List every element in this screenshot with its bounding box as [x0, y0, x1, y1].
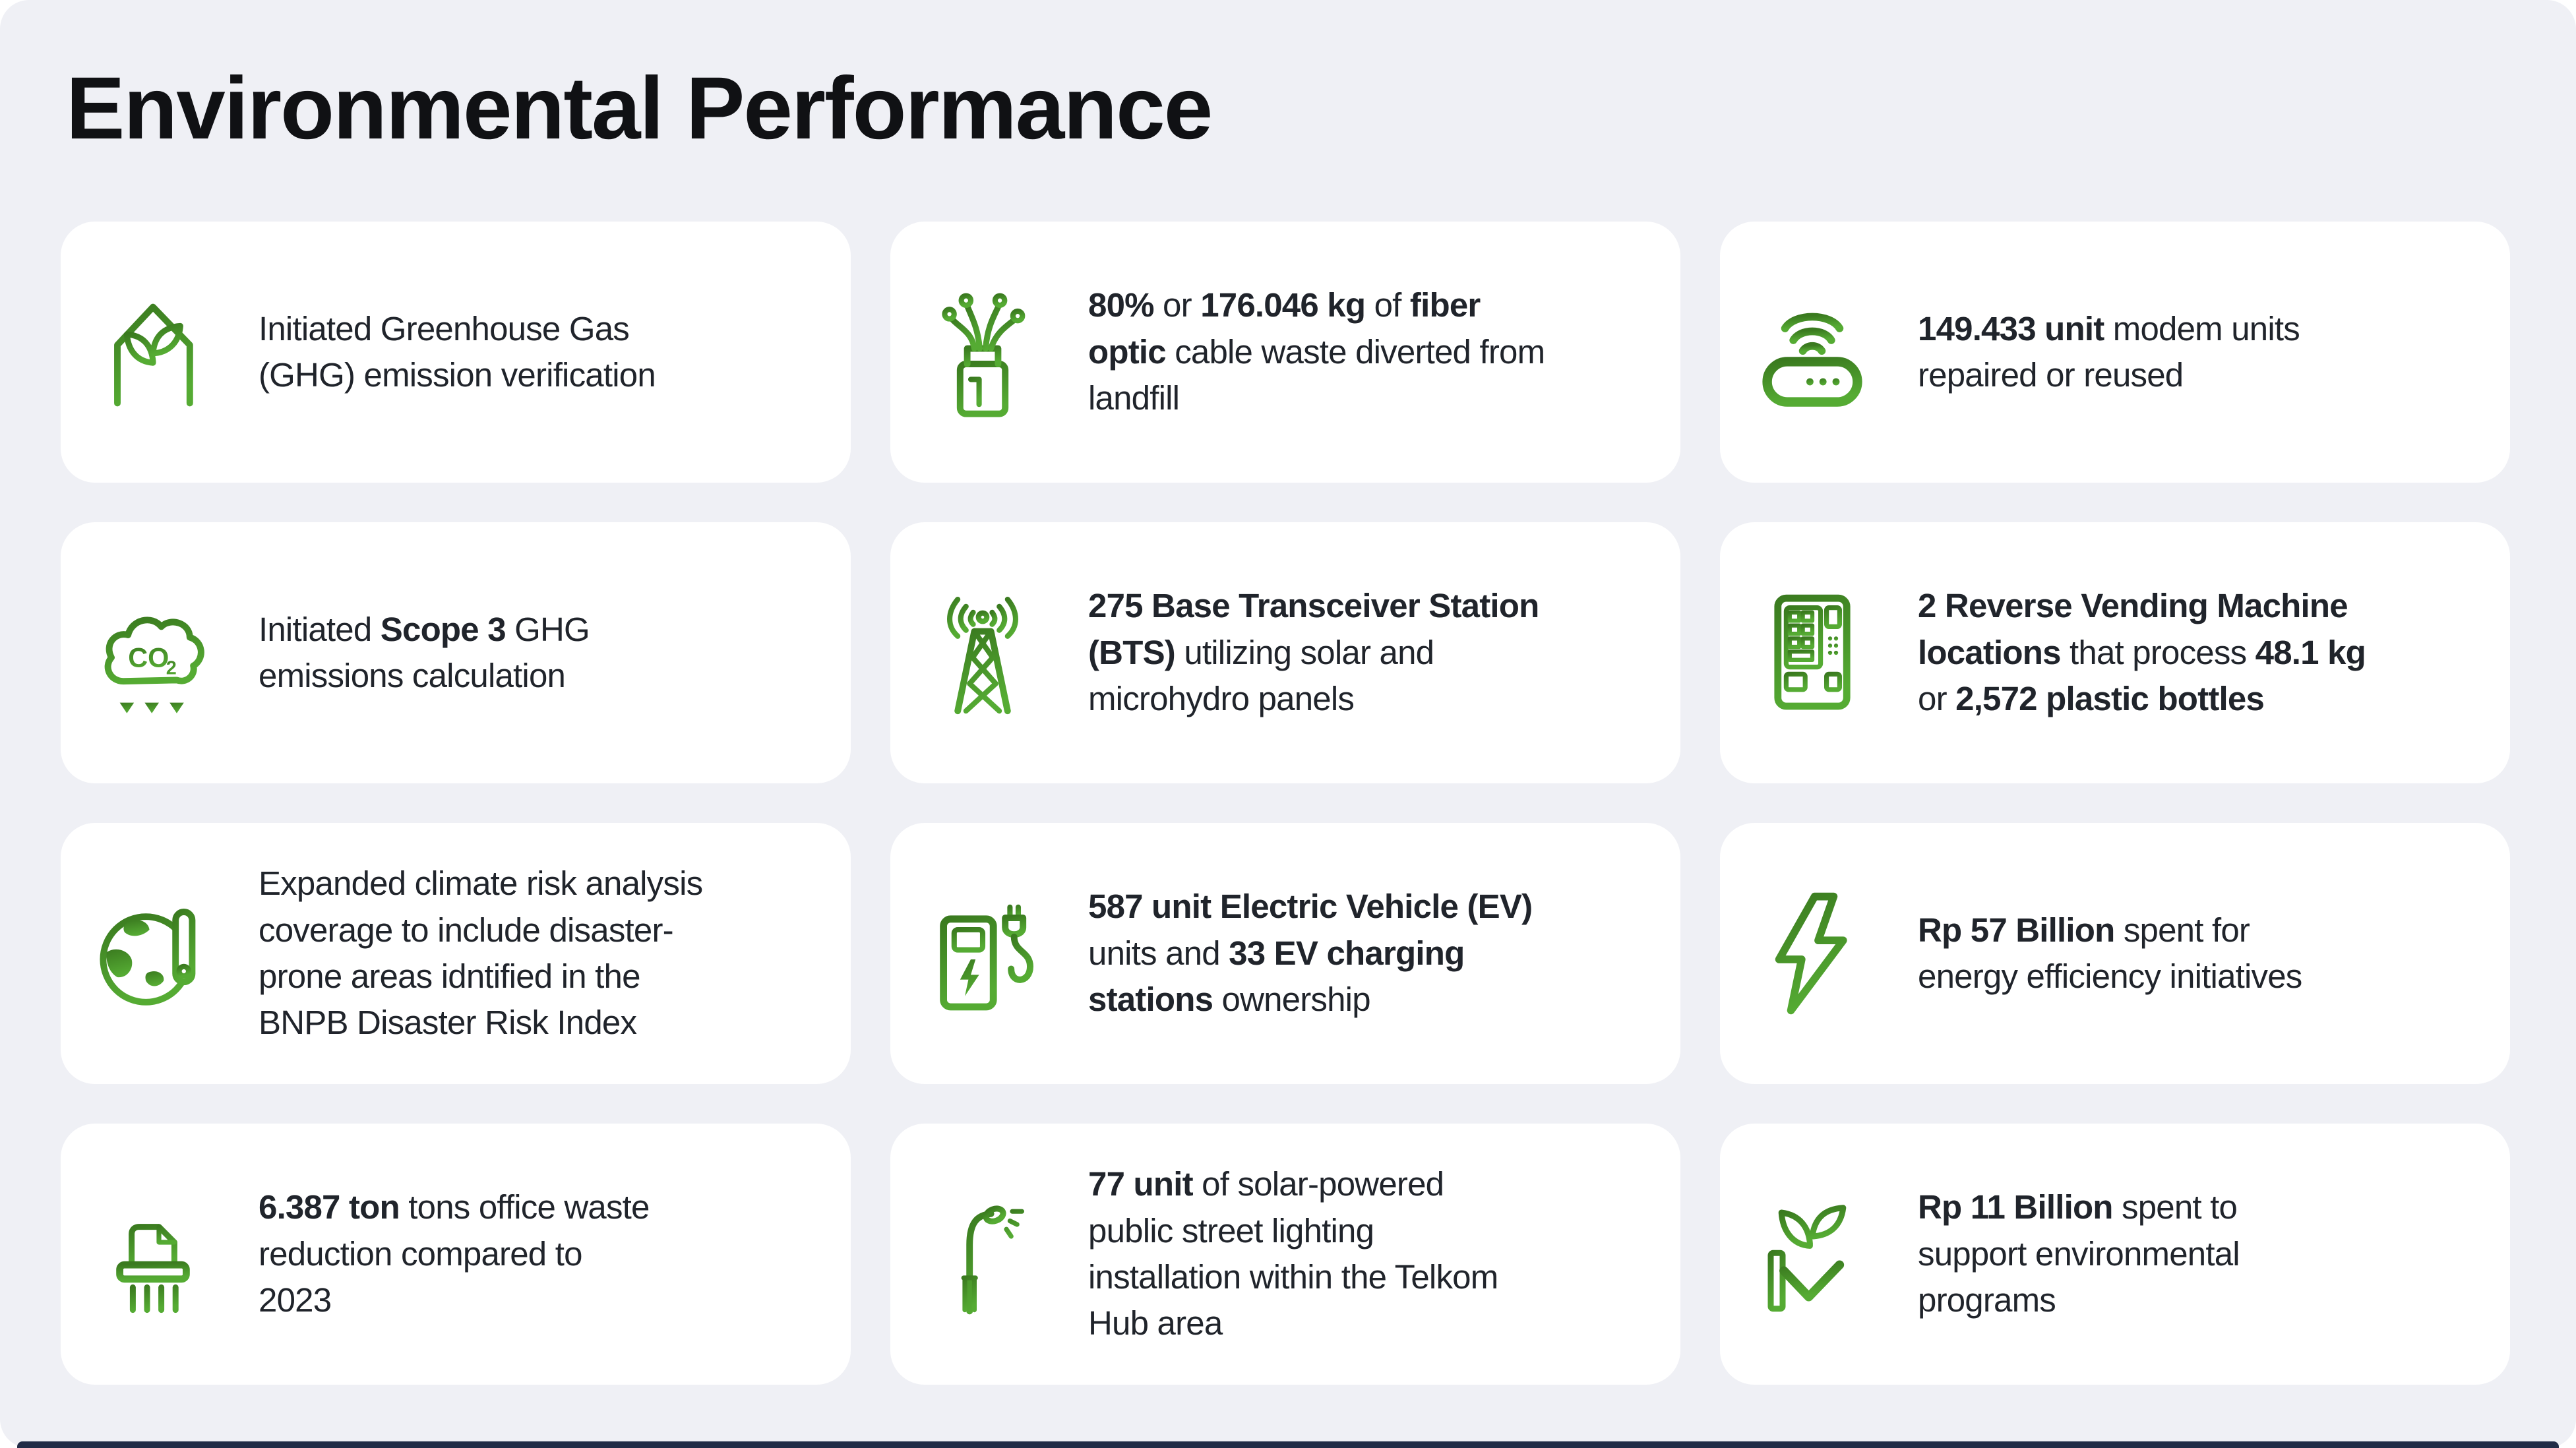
- page-title: Environmental Performance: [66, 59, 1213, 158]
- stat-card-text: Initiated Scope 3 GHG emissions calculati…: [259, 610, 590, 694]
- stat-card-ghg-verification: Initiated Greenhouse Gas (GHG) emission v…: [61, 222, 851, 483]
- reverse-vending-machine-icon: [1753, 580, 1872, 725]
- stat-card-scope3-ghg: CO 2 Initiated Scope 3 GHG emissions calc…: [61, 522, 851, 783]
- next-section-edge: [17, 1441, 2559, 1448]
- svg-text:2: 2: [166, 657, 177, 679]
- svg-text:CO: CO: [128, 643, 169, 673]
- stat-card-text: Rp 11 Billion spent to support environmen…: [1918, 1188, 2240, 1319]
- ev-charging-station-icon: [923, 881, 1042, 1026]
- fiber-optic-cable-icon: [923, 280, 1042, 425]
- stat-card-text: 149.433 unit modem units repaired or reus…: [1918, 309, 2300, 394]
- stat-card-fiber-optic-waste: 80% or 176.046 kg of fiber optic cable wa…: [890, 222, 1680, 483]
- lightning-bolt-icon: [1753, 881, 1872, 1026]
- stat-card-text: Rp 57 Billion spent for energy efficiency…: [1918, 911, 2302, 995]
- stat-card-text: 77 unit of solar-powered public street li…: [1088, 1165, 1498, 1342]
- stat-card-text: 6.387 ton tons office waste reduction com…: [259, 1188, 650, 1319]
- stat-card-text: 587 unit Electric Vehicle (EV) units and …: [1088, 888, 1533, 1019]
- stat-card-text: 275 Base Transceiver Station (BTS) utiliz…: [1088, 587, 1539, 718]
- paper-shredder-icon: [94, 1182, 212, 1327]
- stat-card-ev-units: 587 unit Electric Vehicle (EV) units and …: [890, 823, 1680, 1084]
- stat-card-text: Expanded climate risk analysis coverage t…: [259, 864, 703, 1042]
- stat-card-text: Initiated Greenhouse Gas (GHG) emission v…: [259, 309, 656, 394]
- stat-card-text: 80% or 176.046 kg of fiber optic cable wa…: [1088, 286, 1545, 417]
- stat-card-bts-solar: 275 Base Transceiver Station (BTS) utiliz…: [890, 522, 1680, 783]
- co2-emission-cloud-icon: CO 2: [94, 580, 212, 725]
- stat-card-reverse-vending: 2 Reverse Vending Machine locations that …: [1720, 522, 2510, 783]
- stat-card-environmental-programs-spend: Rp 11 Billion spent to support environmen…: [1720, 1124, 2510, 1385]
- stat-card-climate-risk: Expanded climate risk analysis coverage t…: [61, 823, 851, 1084]
- globe-thermometer-icon: [94, 881, 212, 1026]
- modem-router-icon: [1753, 280, 1872, 425]
- stat-card-street-lighting: 77 unit of solar-powered public street li…: [890, 1124, 1680, 1385]
- hand-plant-icon: [1753, 1182, 1872, 1327]
- stat-card-office-waste: 6.387 ton tons office waste reduction com…: [61, 1124, 851, 1385]
- stat-card-text: 2 Reverse Vending Machine locations that …: [1918, 587, 2366, 718]
- greenhouse-icon: [94, 280, 212, 425]
- stat-card-grid: Initiated Greenhouse Gas (GHG) emission v…: [61, 222, 2510, 1385]
- stat-card-energy-efficiency-spend: Rp 57 Billion spent for energy efficiency…: [1720, 823, 2510, 1084]
- stat-card-modem-reuse: 149.433 unit modem units repaired or reus…: [1720, 222, 2510, 483]
- bts-tower-icon: [923, 580, 1042, 725]
- street-light-icon: [923, 1182, 1042, 1327]
